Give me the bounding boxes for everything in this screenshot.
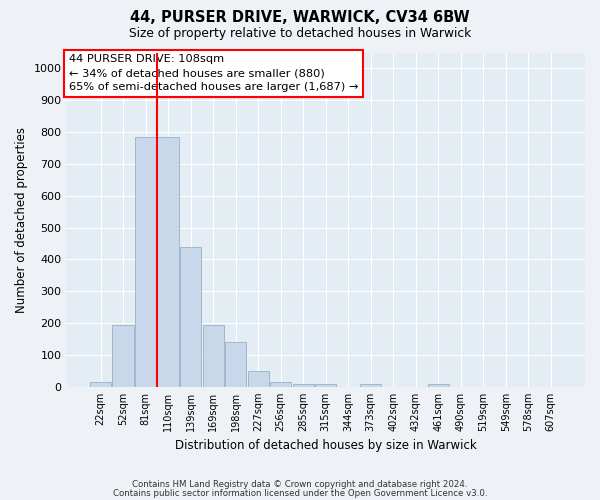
Bar bbox=[293, 384, 314, 387]
Bar bbox=[90, 382, 112, 387]
Bar bbox=[180, 246, 202, 387]
Bar bbox=[428, 384, 449, 387]
Bar bbox=[248, 371, 269, 387]
Text: Size of property relative to detached houses in Warwick: Size of property relative to detached ho… bbox=[129, 28, 471, 40]
Bar bbox=[135, 137, 157, 387]
Text: 44 PURSER DRIVE: 108sqm
← 34% of detached houses are smaller (880)
65% of semi-d: 44 PURSER DRIVE: 108sqm ← 34% of detache… bbox=[69, 54, 358, 92]
Text: 44, PURSER DRIVE, WARWICK, CV34 6BW: 44, PURSER DRIVE, WARWICK, CV34 6BW bbox=[130, 10, 470, 25]
Text: Contains HM Land Registry data © Crown copyright and database right 2024.: Contains HM Land Registry data © Crown c… bbox=[132, 480, 468, 489]
Bar bbox=[315, 384, 337, 387]
Bar bbox=[270, 382, 292, 387]
Bar bbox=[112, 324, 134, 387]
Bar bbox=[360, 384, 382, 387]
Bar bbox=[203, 324, 224, 387]
Bar bbox=[225, 342, 247, 387]
Bar bbox=[157, 137, 179, 387]
Y-axis label: Number of detached properties: Number of detached properties bbox=[15, 126, 28, 312]
X-axis label: Distribution of detached houses by size in Warwick: Distribution of detached houses by size … bbox=[175, 440, 476, 452]
Text: Contains public sector information licensed under the Open Government Licence v3: Contains public sector information licen… bbox=[113, 489, 487, 498]
